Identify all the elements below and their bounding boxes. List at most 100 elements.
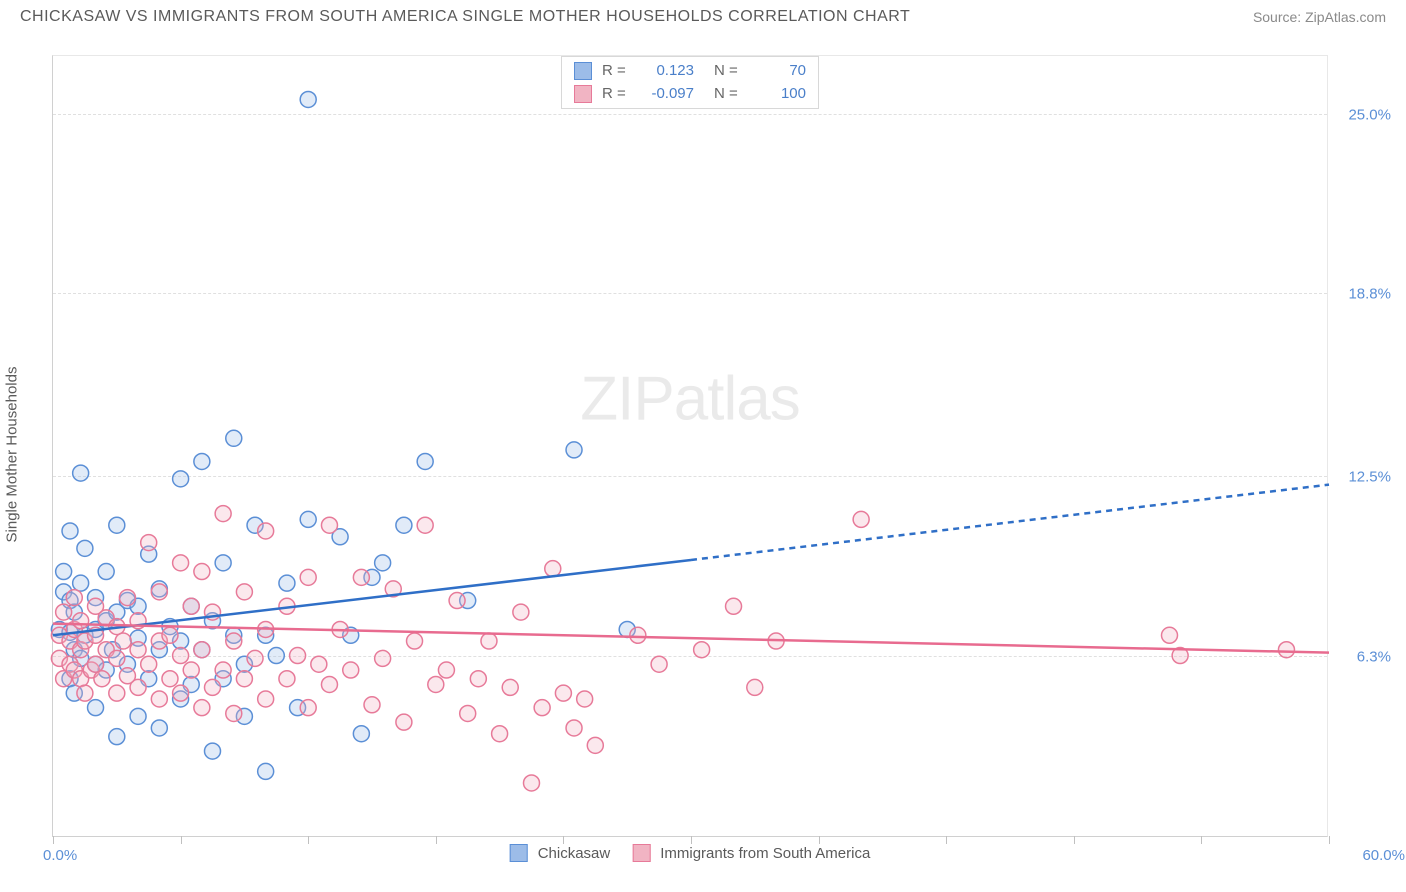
data-point bbox=[173, 685, 189, 701]
data-point bbox=[109, 685, 125, 701]
data-point bbox=[524, 775, 540, 791]
data-point bbox=[119, 590, 135, 606]
chart-title: CHICKASAW VS IMMIGRANTS FROM SOUTH AMERI… bbox=[20, 8, 910, 26]
y-tick-label: 12.5% bbox=[1348, 468, 1391, 485]
data-point bbox=[375, 555, 391, 571]
data-point bbox=[694, 642, 710, 658]
data-point bbox=[651, 656, 667, 672]
data-point bbox=[56, 564, 72, 580]
data-point bbox=[194, 642, 210, 658]
data-point bbox=[364, 697, 380, 713]
data-point bbox=[502, 679, 518, 695]
trend-line-solid bbox=[53, 624, 1329, 653]
data-point bbox=[279, 671, 295, 687]
data-point bbox=[173, 555, 189, 571]
data-point bbox=[353, 726, 369, 742]
x-tick bbox=[436, 836, 437, 844]
x-axis-min-label: 0.0% bbox=[43, 847, 77, 864]
data-point bbox=[151, 720, 167, 736]
data-point bbox=[141, 656, 157, 672]
data-point bbox=[1278, 642, 1294, 658]
data-point bbox=[343, 662, 359, 678]
data-point bbox=[566, 720, 582, 736]
legend-swatch-1 bbox=[574, 62, 592, 80]
data-point bbox=[226, 705, 242, 721]
data-point bbox=[396, 517, 412, 533]
data-point bbox=[62, 523, 78, 539]
data-point bbox=[417, 453, 433, 469]
legend-r-value-2: -0.097 bbox=[636, 83, 694, 106]
data-point bbox=[300, 569, 316, 585]
data-point bbox=[194, 453, 210, 469]
data-point bbox=[173, 648, 189, 664]
data-point bbox=[555, 685, 571, 701]
data-point bbox=[183, 662, 199, 678]
data-point bbox=[226, 430, 242, 446]
data-point bbox=[173, 471, 189, 487]
data-point bbox=[88, 656, 104, 672]
legend-row-series-2: R = -0.097 N = 100 bbox=[574, 83, 806, 106]
data-point bbox=[375, 650, 391, 666]
data-point bbox=[492, 726, 508, 742]
series-legend: Chickasaw Immigrants from South America bbox=[510, 844, 871, 862]
data-point bbox=[300, 511, 316, 527]
data-point bbox=[109, 729, 125, 745]
data-point bbox=[247, 650, 263, 666]
data-point bbox=[587, 737, 603, 753]
legend-swatch-2 bbox=[574, 85, 592, 103]
data-point bbox=[109, 517, 125, 533]
data-point bbox=[321, 517, 337, 533]
source-attribution: Source: ZipAtlas.com bbox=[1253, 9, 1386, 25]
legend-n-value-2: 100 bbox=[748, 83, 806, 106]
data-point bbox=[321, 676, 337, 692]
data-point bbox=[130, 679, 146, 695]
data-point bbox=[513, 604, 529, 620]
x-tick bbox=[691, 836, 692, 844]
data-point bbox=[481, 633, 497, 649]
y-axis-label: Single Mother Households bbox=[4, 367, 21, 543]
legend-row-series-1: R = 0.123 N = 70 bbox=[574, 60, 806, 83]
data-point bbox=[258, 523, 274, 539]
data-point bbox=[130, 642, 146, 658]
legend-r-label: R = bbox=[602, 60, 630, 83]
x-tick bbox=[53, 836, 54, 844]
data-point bbox=[407, 633, 423, 649]
x-tick bbox=[1201, 836, 1202, 844]
data-point bbox=[151, 584, 167, 600]
data-point bbox=[151, 691, 167, 707]
data-point bbox=[194, 700, 210, 716]
data-point bbox=[109, 650, 125, 666]
data-point bbox=[73, 575, 89, 591]
data-point bbox=[566, 442, 582, 458]
data-point bbox=[396, 714, 412, 730]
data-point bbox=[460, 705, 476, 721]
data-point bbox=[236, 671, 252, 687]
data-point bbox=[130, 708, 146, 724]
data-point bbox=[747, 679, 763, 695]
legend-label-1: Chickasaw bbox=[538, 845, 611, 862]
legend-r-value-1: 0.123 bbox=[636, 60, 694, 83]
data-point bbox=[1162, 627, 1178, 643]
data-point bbox=[215, 662, 231, 678]
data-point bbox=[577, 691, 593, 707]
legend-item-1: Chickasaw bbox=[510, 844, 611, 862]
data-point bbox=[258, 691, 274, 707]
data-point bbox=[215, 506, 231, 522]
data-point bbox=[449, 593, 465, 609]
data-point bbox=[115, 633, 131, 649]
y-tick-label: 18.8% bbox=[1348, 286, 1391, 303]
data-point bbox=[98, 564, 114, 580]
data-point bbox=[162, 671, 178, 687]
trend-line-dashed bbox=[691, 485, 1329, 560]
chart-plot-area: ZIPatlas 6.3%12.5%18.8%25.0% R = 0.123 N… bbox=[52, 55, 1328, 837]
legend-n-label: N = bbox=[714, 60, 742, 83]
y-tick-label: 6.3% bbox=[1357, 648, 1391, 665]
x-tick bbox=[563, 836, 564, 844]
data-point bbox=[534, 700, 550, 716]
legend-item-2: Immigrants from South America bbox=[632, 844, 870, 862]
x-tick bbox=[181, 836, 182, 844]
data-point bbox=[162, 627, 178, 643]
data-point bbox=[77, 540, 93, 556]
data-point bbox=[226, 633, 242, 649]
legend-label-2: Immigrants from South America bbox=[660, 845, 870, 862]
